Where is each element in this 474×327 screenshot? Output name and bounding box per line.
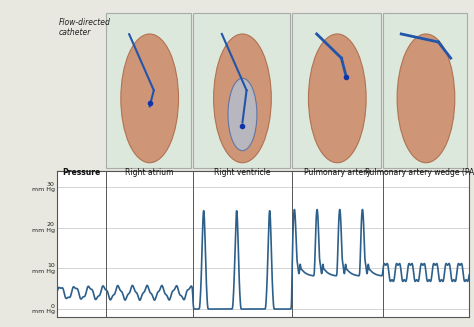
FancyBboxPatch shape	[106, 13, 191, 168]
Text: 20
mm Hg: 20 mm Hg	[32, 222, 55, 233]
Text: Flow-directed
catheter: Flow-directed catheter	[59, 18, 111, 37]
Ellipse shape	[397, 34, 455, 163]
FancyBboxPatch shape	[383, 13, 467, 168]
FancyBboxPatch shape	[193, 13, 290, 168]
Ellipse shape	[228, 78, 257, 151]
FancyBboxPatch shape	[292, 13, 381, 168]
Text: Pressure: Pressure	[63, 168, 101, 177]
Ellipse shape	[214, 34, 271, 163]
Text: Pulmonary artery wedge (PAOP): Pulmonary artery wedge (PAOP)	[365, 168, 474, 177]
Text: Right ventricle: Right ventricle	[214, 168, 271, 177]
Text: 0
mm Hg: 0 mm Hg	[32, 304, 55, 315]
Text: 30
mm Hg: 30 mm Hg	[32, 182, 55, 193]
Text: Right atrium: Right atrium	[126, 168, 174, 177]
Ellipse shape	[309, 34, 366, 163]
Text: Pulmonary artery: Pulmonary artery	[304, 168, 371, 177]
Ellipse shape	[121, 34, 179, 163]
Text: 10
mm Hg: 10 mm Hg	[32, 263, 55, 274]
